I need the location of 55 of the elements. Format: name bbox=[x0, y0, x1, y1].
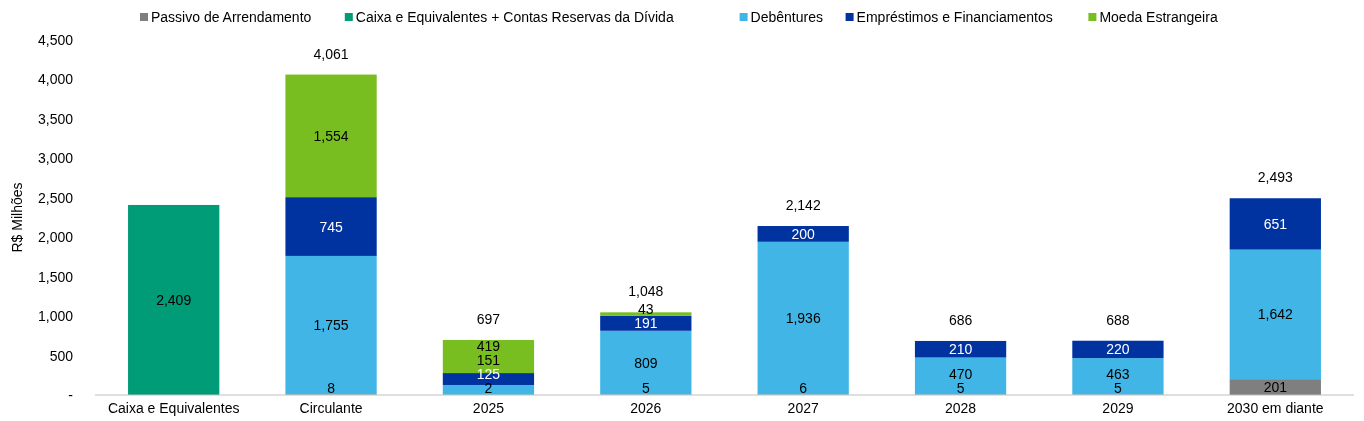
legend-label: Moeda Estrangeira bbox=[1099, 9, 1218, 25]
y-tick-label: 3,500 bbox=[37, 110, 74, 127]
y-tick-label: 4,000 bbox=[37, 71, 74, 88]
total-label: 697 bbox=[476, 311, 501, 328]
data-label: 651 bbox=[1263, 215, 1288, 232]
data-label: 419 bbox=[476, 338, 501, 354]
y-tick-label: 1,500 bbox=[37, 268, 74, 285]
y-tick-label: 4,500 bbox=[37, 32, 74, 48]
data-label: 220 bbox=[1106, 341, 1130, 358]
y-tick-label: 1,000 bbox=[37, 308, 74, 325]
y-tick-label: 2,000 bbox=[37, 229, 74, 246]
data-label: 745 bbox=[319, 218, 343, 235]
data-label: 200 bbox=[791, 225, 816, 242]
data-label: 809 bbox=[634, 354, 658, 371]
data-label: 6 bbox=[799, 380, 808, 396]
data-label: 5 bbox=[1114, 380, 1123, 396]
data-label: 5 bbox=[641, 380, 650, 396]
data-label: 1,554 bbox=[313, 127, 349, 144]
total-label: 2,142 bbox=[785, 197, 821, 214]
data-label: 201 bbox=[1263, 379, 1288, 396]
x-tick-label: 2029 bbox=[1102, 400, 1134, 416]
data-label: 125 bbox=[476, 366, 501, 382]
x-tick-label: 2026 bbox=[630, 400, 662, 416]
total-label: 686 bbox=[948, 311, 973, 328]
x-tick-label: Circulante bbox=[299, 400, 363, 416]
y-tick-label: 500 bbox=[49, 347, 74, 364]
data-label: 1,642 bbox=[1257, 306, 1294, 323]
x-tick-label: Caixa e Equivalentes bbox=[107, 400, 240, 416]
data-label: 470 bbox=[948, 366, 973, 382]
x-tick-label: 2030 em diante bbox=[1227, 400, 1324, 416]
x-tick-label: 2025 bbox=[472, 400, 505, 416]
data-label: 210 bbox=[948, 341, 973, 358]
x-tick-label: 2028 bbox=[944, 400, 977, 416]
total-label: 1,048 bbox=[628, 283, 664, 300]
data-label: 191 bbox=[634, 315, 658, 332]
x-tick-label: 2027 bbox=[787, 400, 819, 416]
total-label: 2,493 bbox=[1257, 169, 1294, 186]
data-label: 1,936 bbox=[785, 310, 821, 327]
legend-label: Empréstimos e Financiamentos bbox=[856, 9, 1053, 25]
y-axis-title: R$ Milhões bbox=[9, 182, 25, 253]
y-tick-label: 2,500 bbox=[37, 189, 74, 206]
data-label: 8 bbox=[327, 380, 336, 396]
legend-label: Passivo de Arrendamento bbox=[151, 9, 312, 25]
legend-label: Caixa e Equivalentes + Contas Reservas da Dívida bbox=[355, 9, 674, 25]
data-label: 2 bbox=[484, 380, 493, 396]
y-tick-label: - bbox=[68, 387, 74, 403]
data-label: 2,409 bbox=[156, 291, 192, 308]
data-label: 5 bbox=[956, 380, 965, 396]
data-label: 463 bbox=[1106, 366, 1130, 382]
data-label: 1,755 bbox=[313, 317, 349, 334]
legend-label: Debêntures bbox=[750, 9, 823, 25]
total-label: 688 bbox=[1106, 311, 1130, 328]
data-label: 151 bbox=[476, 352, 501, 368]
y-tick-label: 3,000 bbox=[37, 150, 74, 167]
total-label: 4,061 bbox=[313, 45, 349, 62]
